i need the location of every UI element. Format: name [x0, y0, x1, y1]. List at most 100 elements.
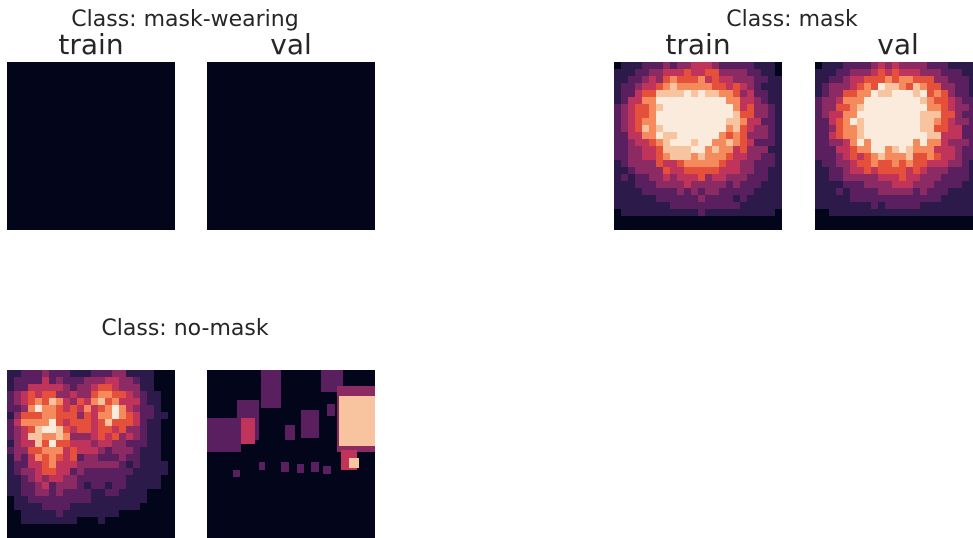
heatmap-cell — [14, 531, 22, 538]
heatmap-cell — [14, 398, 22, 406]
heatmap-cell — [154, 377, 162, 385]
heatmap-cell — [892, 146, 900, 154]
heatmap-cell — [955, 174, 963, 182]
heatmap-cell — [628, 188, 636, 196]
heatmap-cell — [754, 118, 762, 126]
heatmap-cell — [850, 195, 858, 203]
heatmap-cell — [761, 125, 769, 133]
heatmap-cell — [63, 496, 71, 504]
heatmap-cell — [635, 83, 643, 91]
heatmap-cell — [21, 426, 29, 434]
heatmap-cell — [934, 83, 942, 91]
heatmap-cell — [726, 146, 734, 154]
heatmap-cell — [614, 90, 622, 98]
heatmap-cell — [843, 90, 851, 98]
heatmap-cell — [154, 496, 162, 504]
heatmap-cell — [63, 398, 71, 406]
heatmap-cell — [147, 419, 155, 427]
heatmap-cell — [815, 153, 823, 161]
heatmap-cell — [691, 181, 699, 189]
heatmap-cell — [871, 146, 879, 154]
heatmap-cell — [656, 188, 664, 196]
heatmap-cell — [712, 90, 720, 98]
heatmap-cell — [962, 97, 970, 105]
heatmap-cell — [7, 461, 15, 469]
heatmap-cell — [878, 174, 886, 182]
heatmap-cell — [614, 125, 622, 133]
heatmap-cell — [815, 104, 823, 112]
heatmap-cell — [871, 90, 879, 98]
heatmap-cell — [850, 174, 858, 182]
heatmap-cell — [621, 111, 629, 119]
heatmap-cell — [133, 426, 141, 434]
heatmap-cell — [719, 202, 727, 210]
heatmap-cell — [49, 447, 57, 455]
heatmap-cell — [614, 146, 622, 154]
heatmap-cell — [677, 118, 685, 126]
heatmap-cell — [77, 384, 85, 392]
heatmap-cell — [948, 195, 956, 203]
heatmap-cell — [822, 153, 830, 161]
heatmap-cell — [768, 167, 776, 175]
heatmap-cell — [7, 419, 15, 427]
heatmap-cell — [63, 412, 71, 420]
heatmap-cell — [969, 223, 973, 230]
heatmap-cell — [98, 454, 106, 462]
heatmap-cell — [49, 496, 57, 504]
heatmap-cell — [663, 118, 671, 126]
heatmap-cell — [850, 181, 858, 189]
heatmap-cell — [56, 489, 64, 497]
heatmap-cell — [864, 160, 872, 168]
heatmap-cell — [733, 188, 741, 196]
heatmap-cell — [77, 489, 85, 497]
heatmap-cell — [126, 475, 134, 483]
heatmap-cell — [161, 496, 169, 504]
heatmap-cell — [927, 223, 935, 230]
heatmap-cell — [7, 440, 15, 448]
heatmap-cell — [684, 125, 692, 133]
heatmap-cell — [147, 531, 155, 538]
heatmap-cell — [63, 454, 71, 462]
heatmap-cell — [885, 139, 893, 147]
heatmap-cell — [691, 160, 699, 168]
heatmap-cell — [712, 195, 720, 203]
heatmap-cell — [705, 188, 713, 196]
heatmap-cell — [42, 412, 50, 420]
heatmap-cell — [691, 167, 699, 175]
heatmap-cell — [84, 440, 92, 448]
heatmap-cell — [871, 76, 879, 84]
heatmap-cell — [733, 139, 741, 147]
heatmap-cell — [885, 195, 893, 203]
heatmap-cell — [829, 132, 837, 140]
heatmap-cell — [705, 174, 713, 182]
heatmap-cell — [829, 202, 837, 210]
heatmap-cell — [126, 454, 134, 462]
heatmap-cell — [913, 97, 921, 105]
heatmap-cell — [850, 139, 858, 147]
heatmap-cell — [98, 524, 106, 532]
heatmap-cell — [698, 223, 706, 230]
heatmap-cell — [733, 132, 741, 140]
heatmap-cell — [28, 440, 36, 448]
heatmap-cell — [955, 83, 963, 91]
heatmap-cell — [913, 69, 921, 77]
heatmap-cell — [829, 174, 837, 182]
heatmap-cell — [49, 384, 57, 392]
heatmap-cell — [913, 153, 921, 161]
heatmap-cell — [126, 447, 134, 455]
heatmap-cell — [740, 104, 748, 112]
heatmap-cell — [878, 83, 886, 91]
heatmap-cell — [56, 517, 64, 525]
heatmap-cell — [614, 83, 622, 91]
heatmap-cell — [913, 223, 921, 230]
heatmap-cell — [105, 468, 113, 476]
heatmap-cell — [829, 139, 837, 147]
heatmap-cell — [969, 97, 973, 105]
heatmap-cell — [161, 384, 169, 392]
heatmap-cell — [133, 531, 141, 538]
heatmap-cell — [621, 62, 629, 70]
heatmap-cell — [663, 153, 671, 161]
heatmap-cell — [836, 90, 844, 98]
heatmap-cell — [892, 139, 900, 147]
heatmap-cell — [77, 503, 85, 511]
